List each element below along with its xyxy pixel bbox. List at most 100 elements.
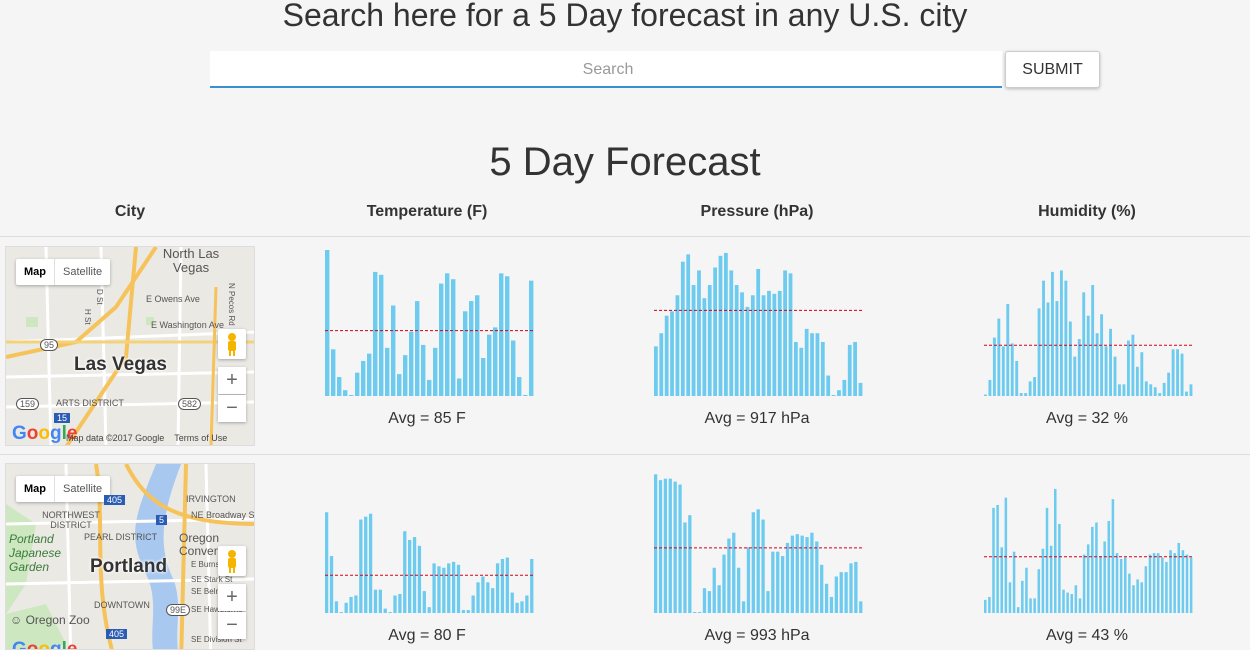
zoom-in-button[interactable]: + [218,367,246,394]
pressure-avg-label: Avg = 917 hPa [704,410,810,427]
map-label: D St [95,289,104,305]
pressure-bar [824,583,829,613]
pressure-bar [717,585,721,613]
map-type-satellite-button[interactable]: Satellite [54,476,110,502]
humidity-bar [1012,551,1016,613]
pressure-chart [654,252,864,396]
humidity-bar [988,596,991,613]
terms-of-use-link[interactable]: Terms of Use [174,433,228,443]
pressure-bar [702,298,707,396]
humidity-bar [1037,569,1041,613]
humidity-bar [1158,393,1162,396]
temperature-bar [493,327,498,396]
pressure-bar [729,270,734,396]
temperature-bar [427,379,432,396]
pressure-bar [751,512,755,613]
highway-shield: 15 [54,413,71,423]
map-label: NORTHWEST DISTRICT [42,510,100,530]
map-type-control: Map Satellite [16,476,111,502]
pressure-bar [722,554,726,613]
map-type-control: Map Satellite [16,259,111,285]
temperature-bar [354,595,358,613]
temperature-bar [409,331,414,396]
zoom-out-button[interactable]: − [218,395,246,422]
temperature-bar [368,513,373,613]
map-type-map-button[interactable]: Map [24,483,46,495]
temperature-bar [385,347,390,396]
pressure-bar [756,509,760,613]
pressure-bar [790,535,795,613]
pressure-bar [805,537,809,613]
humidity-bar [1028,381,1032,396]
map-label: E Burnside [191,560,231,569]
pressure-bar [688,515,692,613]
pressure-bar [783,270,788,396]
pressure-bar [713,267,718,396]
temperature-bar [530,558,534,613]
humidity-bar [1095,522,1098,613]
humidity-bar [1115,553,1119,613]
humidity-avg-label: Avg = 32 % [1046,410,1128,427]
humidity-bar [1126,340,1130,396]
map-label: ARTS DISTRICT [56,398,124,408]
temperature-bar [520,601,524,613]
pressure-chart [654,474,864,613]
city-map-las-vegas[interactable]: Map Satellite North Las Vegas E Owens Av… [5,246,255,446]
highway-shield: 405 [104,495,126,505]
map-type-map-button[interactable]: Map [24,266,46,278]
pressure-bar [678,484,682,613]
zoom-in-button[interactable]: + [218,584,246,611]
map-attribution: Map data ©2017 Google Terms of Use [66,433,228,443]
street-view-pegman-icon[interactable] [218,546,246,576]
humidity-bar [1140,582,1143,613]
humidity-avg-label: Avg = 43 % [1046,627,1128,644]
temperature-bar [451,279,456,396]
forecast-title: 5 Day Forecast [489,140,761,184]
pressure-bar [740,292,744,396]
pressure-bar [707,285,712,396]
map-type-satellite-button[interactable]: Satellite [54,259,110,285]
pressure-bar [815,333,820,396]
pressure-bar [668,478,672,613]
humidity-bar [1046,302,1050,396]
city-map-portland[interactable]: Map Satellite IRVINGTON NORTHWEST DISTRI… [5,463,255,650]
humidity-bar [1153,387,1157,396]
pressure-bar [810,532,814,613]
humidity-bar [1180,353,1184,396]
map-city-label: Portland [90,556,168,577]
temperature-bar [403,531,407,613]
humidity-bar [1010,343,1014,396]
temperature-bar [393,595,397,613]
pressure-bar [772,293,777,396]
map-label: PEARL DISTRICT [84,532,158,542]
pressure-bar [831,395,836,396]
humidity-bar [1176,349,1179,396]
humidity-bar [1140,352,1144,396]
pressure-bar [670,311,674,396]
humidity-bar [1086,544,1090,613]
pressure-bar [664,315,669,396]
temperature-bar [415,301,420,396]
column-header-pressure: Pressure (hPa) [700,203,814,220]
street-view-pegman-icon[interactable] [218,329,246,359]
temperature-bar [456,564,461,613]
map-label: Oregon Conven [179,531,221,558]
submit-button[interactable]: SUBMIT [1005,51,1100,88]
temperature-bar [481,358,486,396]
pressure-bar [826,375,831,396]
pressure-bar [741,601,746,613]
temperature-bar [437,566,441,613]
pressure-bar [859,601,863,613]
humidity-bar [1136,579,1139,613]
temperature-bar [378,589,382,613]
header-divider [0,236,1250,237]
search-input[interactable] [210,51,1006,88]
humidity-bar [1004,497,1008,613]
temperature-avg-label: Avg = 80 F [388,627,466,644]
pressure-bar [785,542,790,613]
temperature-bar [505,557,509,613]
zoom-out-button[interactable]: − [218,612,246,639]
humidity-bar [1149,384,1153,396]
temperature-bar [491,588,495,613]
pressure-bar [771,551,775,613]
